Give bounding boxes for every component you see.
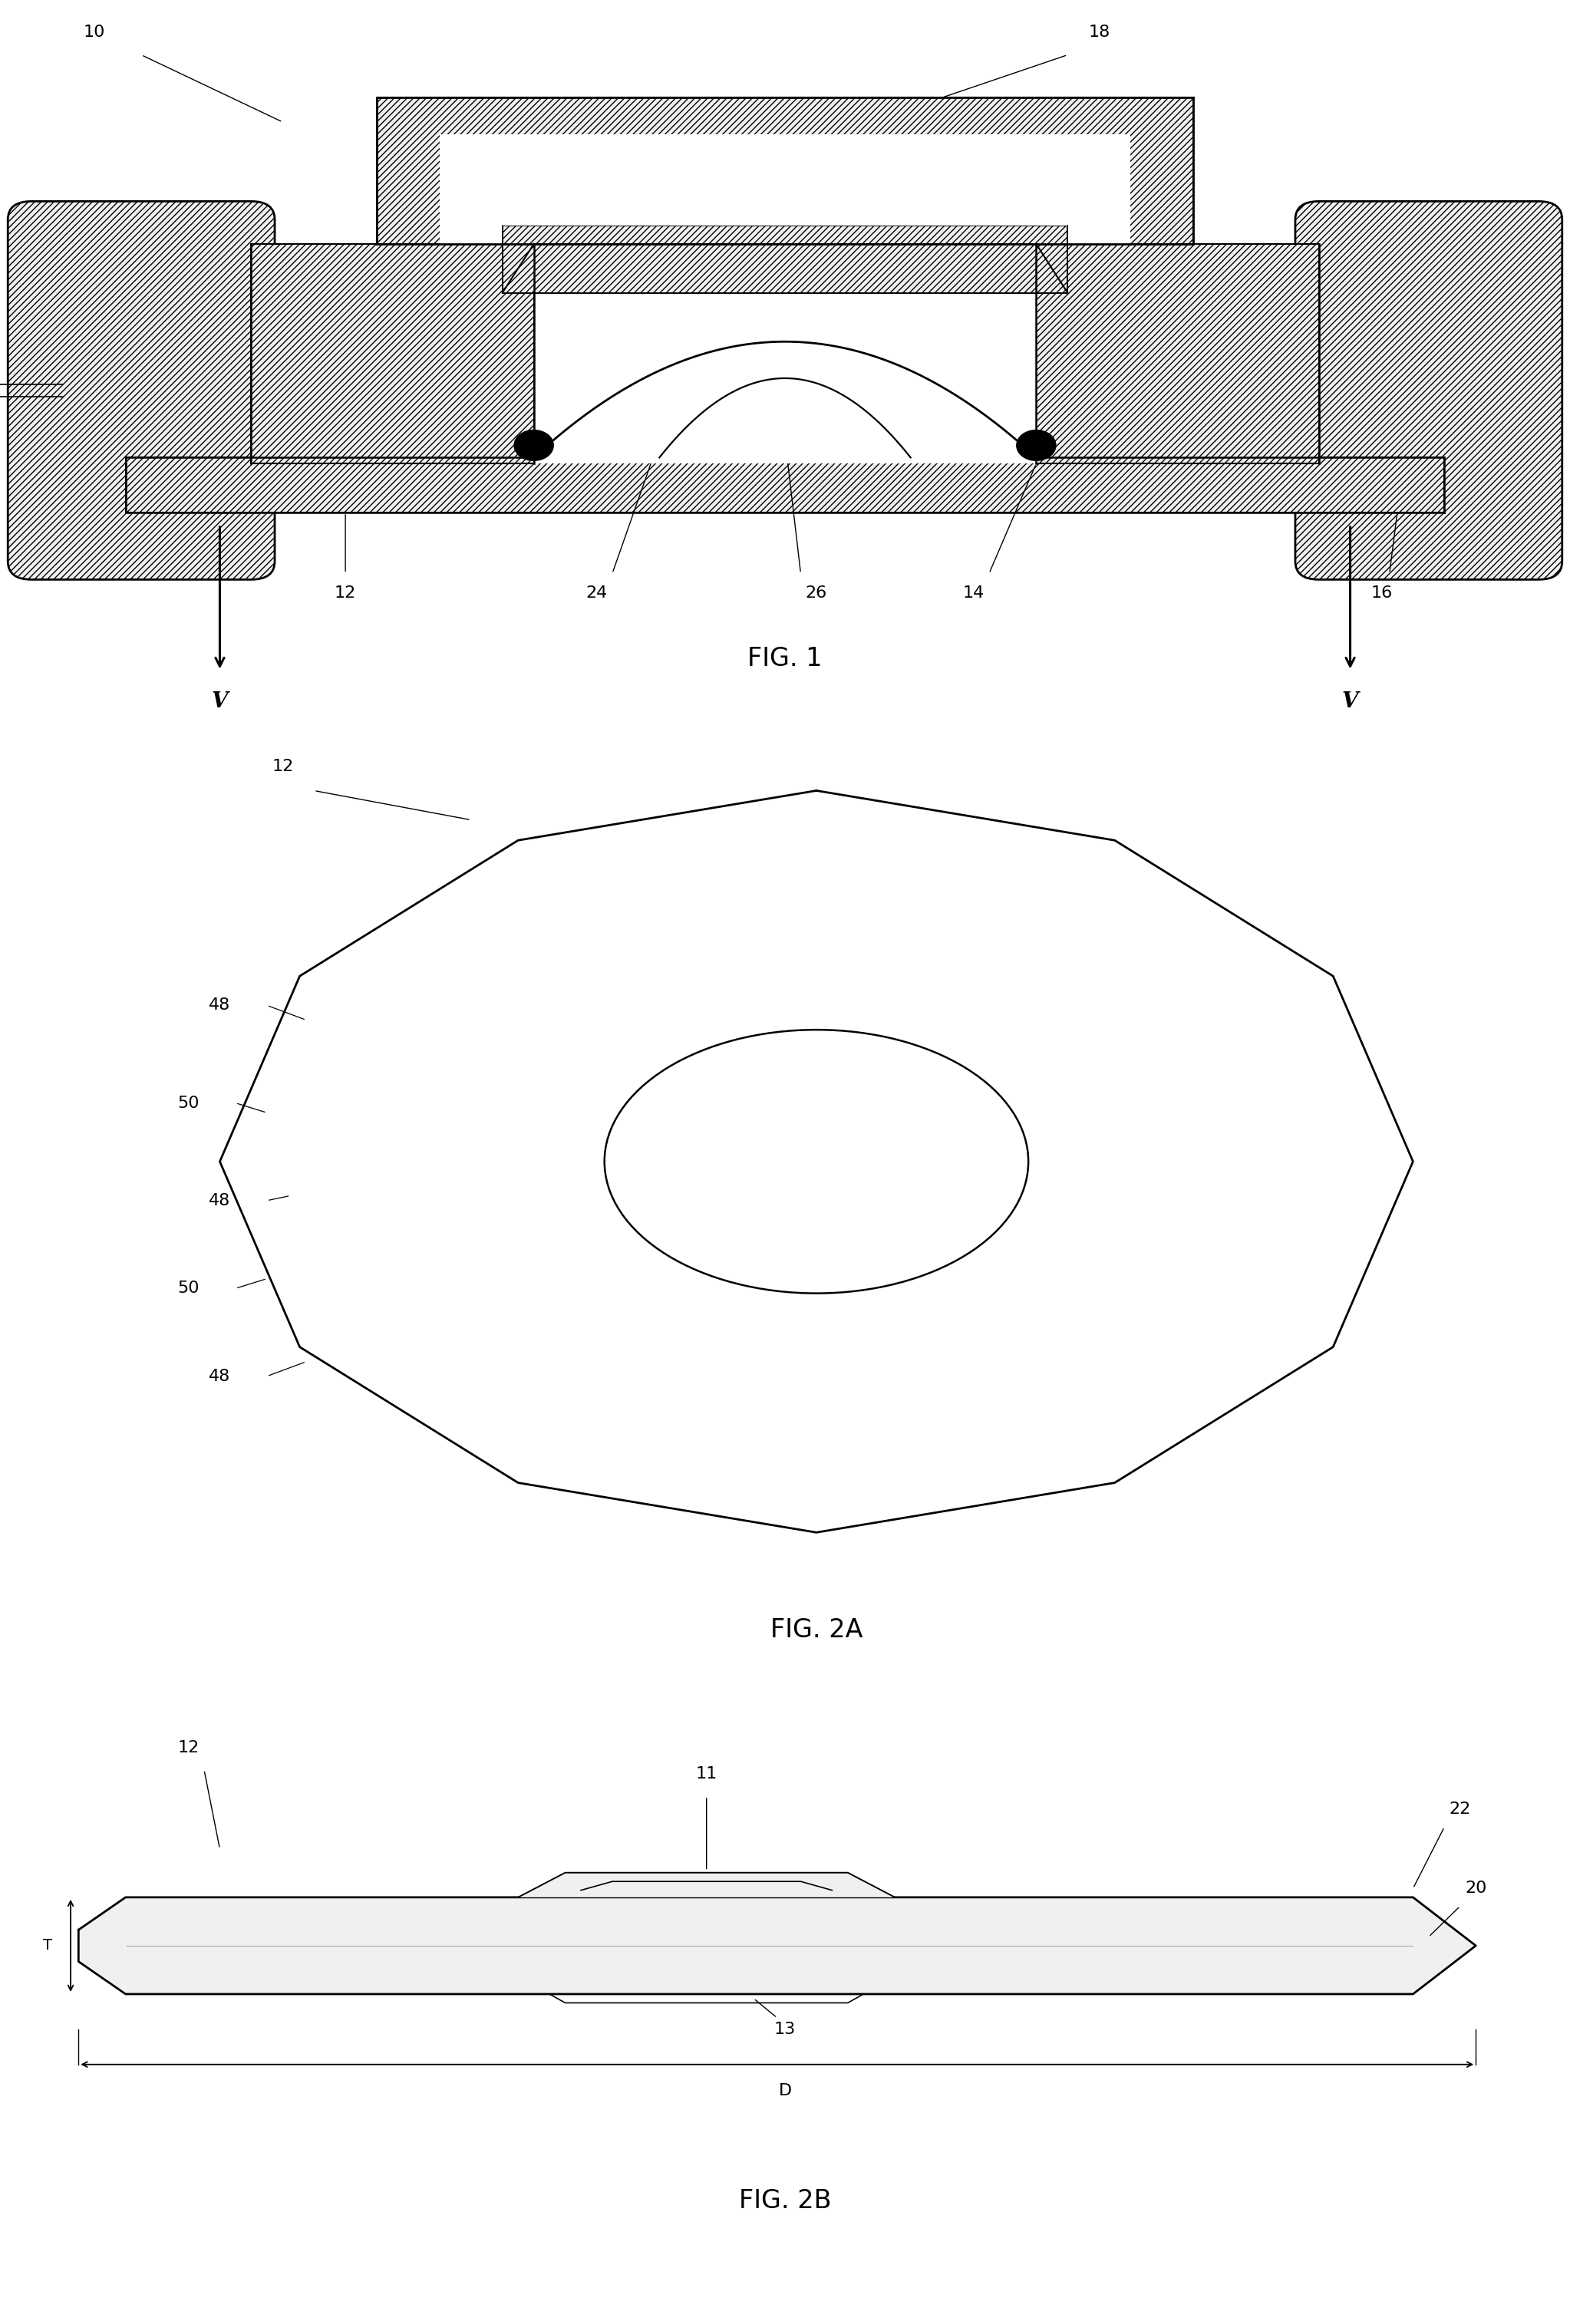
Ellipse shape	[1017, 430, 1057, 460]
FancyBboxPatch shape	[1295, 202, 1562, 579]
Bar	[1036, 244, 1319, 462]
Text: 13: 13	[774, 2022, 796, 2036]
Text: 20: 20	[1465, 1880, 1487, 1896]
Text: V: V	[1342, 690, 1358, 711]
Text: 18: 18	[1088, 23, 1110, 40]
Text: D: D	[779, 2082, 791, 2099]
Text: 22: 22	[1449, 1801, 1471, 1817]
Bar	[534, 244, 1036, 462]
Text: 12: 12	[334, 586, 356, 602]
Bar	[502, 225, 1068, 293]
Text: 50: 50	[177, 1095, 199, 1111]
Text: 11: 11	[696, 1766, 717, 1783]
Text: 12: 12	[177, 1741, 199, 1755]
Text: V: V	[212, 690, 228, 711]
Text: 48: 48	[209, 1192, 231, 1208]
Ellipse shape	[513, 430, 554, 460]
Polygon shape	[518, 1873, 895, 1896]
Ellipse shape	[604, 1030, 1028, 1292]
Text: 12: 12	[272, 760, 294, 774]
Text: FIG. 1: FIG. 1	[747, 646, 823, 672]
FancyBboxPatch shape	[8, 202, 275, 579]
Text: 10: 10	[83, 23, 105, 40]
Polygon shape	[79, 1896, 126, 1994]
Text: FIG. 2B: FIG. 2B	[739, 2189, 831, 2212]
Bar	[440, 135, 1130, 244]
Text: 24: 24	[586, 586, 608, 602]
Text: 48: 48	[209, 1369, 231, 1385]
Text: 11: 11	[802, 1146, 831, 1167]
Bar	[251, 244, 534, 462]
Bar	[126, 1896, 1413, 1994]
Text: 16: 16	[1371, 586, 1393, 602]
Text: 14: 14	[962, 586, 984, 602]
Bar	[126, 458, 1444, 511]
Polygon shape	[1413, 1896, 1476, 1994]
Bar	[377, 98, 1193, 244]
Text: T: T	[42, 1938, 52, 1952]
Bar	[502, 214, 1068, 225]
Text: 50: 50	[177, 1281, 199, 1297]
Text: 26: 26	[805, 586, 827, 602]
Text: 48: 48	[209, 997, 231, 1013]
Text: FIG. 2A: FIG. 2A	[771, 1618, 862, 1643]
